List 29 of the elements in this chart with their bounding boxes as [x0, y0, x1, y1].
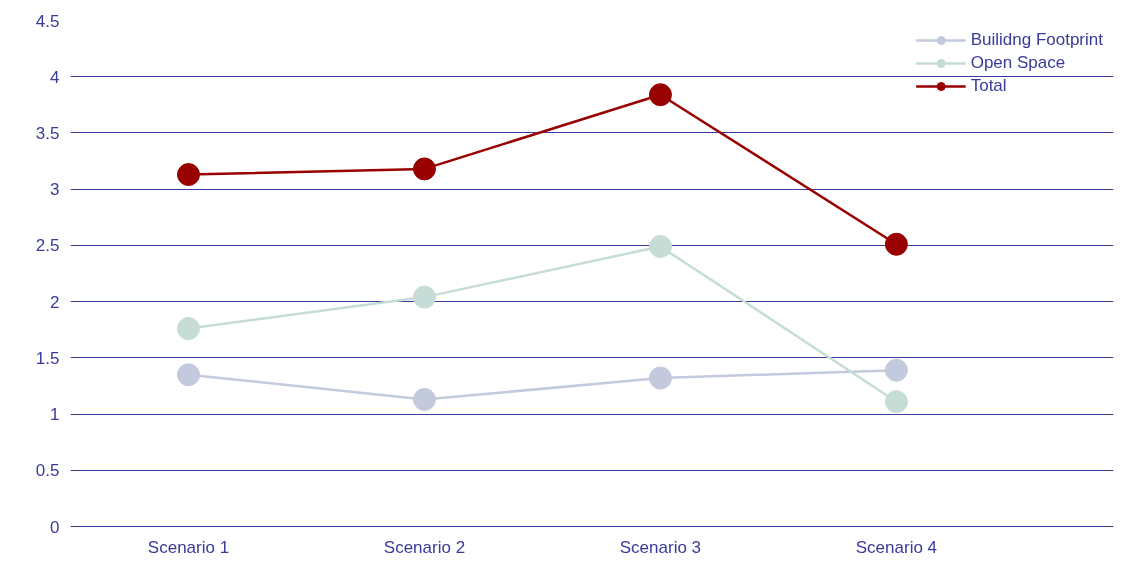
y-tick-label: 4.5: [35, 11, 60, 31]
y-tick-label: 2: [50, 292, 60, 312]
point: [176, 163, 200, 187]
point: [176, 317, 200, 341]
y-tick-label: 4: [50, 67, 60, 87]
legend-label: Total: [970, 76, 1007, 96]
point: [884, 232, 908, 256]
point: [884, 358, 908, 382]
point: [648, 83, 672, 107]
y-tick-label: 1.5: [35, 348, 60, 368]
x-tick-label: Scenario 1: [147, 537, 230, 557]
x-tick-label: Scenario 3: [619, 537, 702, 557]
legend-label: Builidng Footprint: [970, 30, 1103, 50]
y-tick-label: 1: [50, 405, 60, 425]
y-tick-label: 0: [50, 517, 60, 537]
x-tick-label: Scenario 2: [383, 537, 466, 557]
y-tick-label: 0.5: [35, 461, 60, 481]
y-tick-label: 3: [50, 180, 60, 200]
point: [648, 235, 672, 258]
point: [176, 363, 200, 387]
legend-label: Open Space: [970, 53, 1066, 73]
x-tick-label: Scenario 4: [855, 537, 938, 557]
y-tick-label: 2.5: [35, 236, 60, 256]
point: [648, 366, 672, 390]
point: [884, 390, 908, 414]
point: [412, 387, 436, 411]
y-tick-label: 3.5: [35, 123, 60, 143]
point: [412, 157, 436, 181]
point: [412, 285, 436, 309]
